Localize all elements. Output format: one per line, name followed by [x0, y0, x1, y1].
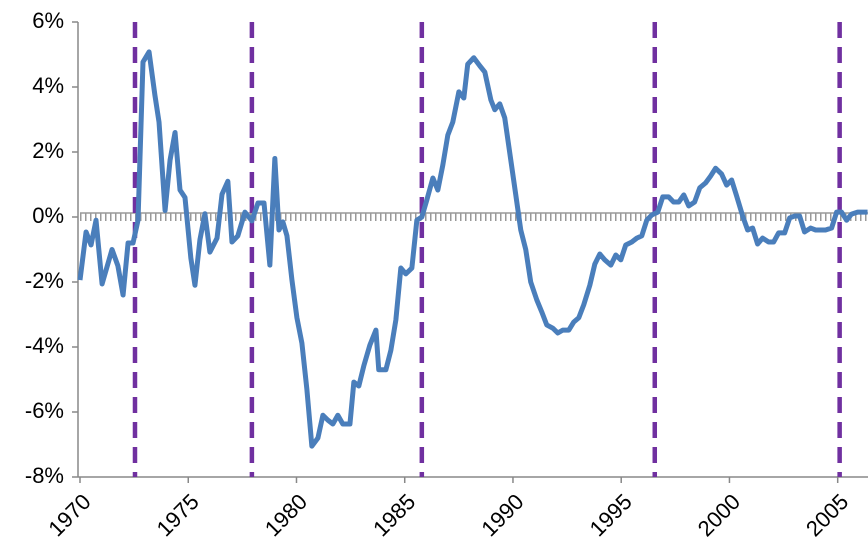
y-tick-label: -8%: [25, 463, 64, 488]
y-tick-label: 2%: [32, 138, 64, 163]
y-tick-label: -2%: [25, 268, 64, 293]
y-tick-label: 6%: [32, 8, 64, 33]
x-tick-label: 1970: [43, 489, 95, 541]
y-tick-label: -6%: [25, 398, 64, 423]
x-tick-label: 1980: [260, 489, 312, 541]
x-tick-label: 1975: [152, 489, 204, 541]
x-tick-label: 2005: [801, 489, 853, 541]
y-tick-label: 4%: [32, 73, 64, 98]
x-tick-label: 1995: [585, 489, 637, 541]
series-line: [77, 49, 868, 449]
x-tick-label: 1985: [368, 489, 420, 541]
x-tick-label: 1990: [476, 489, 528, 541]
y-tick-label: 0%: [32, 203, 64, 228]
y-tick-label: -4%: [25, 333, 64, 358]
x-tick-label: 2000: [693, 489, 745, 541]
